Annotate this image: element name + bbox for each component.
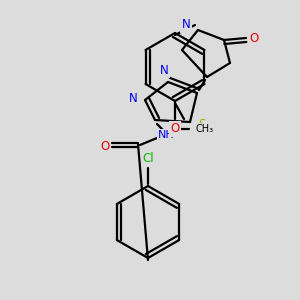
Text: O: O bbox=[100, 140, 109, 154]
Text: Cl: Cl bbox=[142, 152, 154, 166]
Text: O: O bbox=[170, 122, 180, 136]
Text: N: N bbox=[129, 92, 137, 104]
Text: CH₃: CH₃ bbox=[195, 124, 213, 134]
Text: S: S bbox=[198, 118, 206, 130]
Text: NH: NH bbox=[158, 130, 174, 140]
Text: N: N bbox=[160, 64, 168, 76]
Text: N: N bbox=[182, 19, 190, 32]
Text: O: O bbox=[249, 32, 259, 44]
